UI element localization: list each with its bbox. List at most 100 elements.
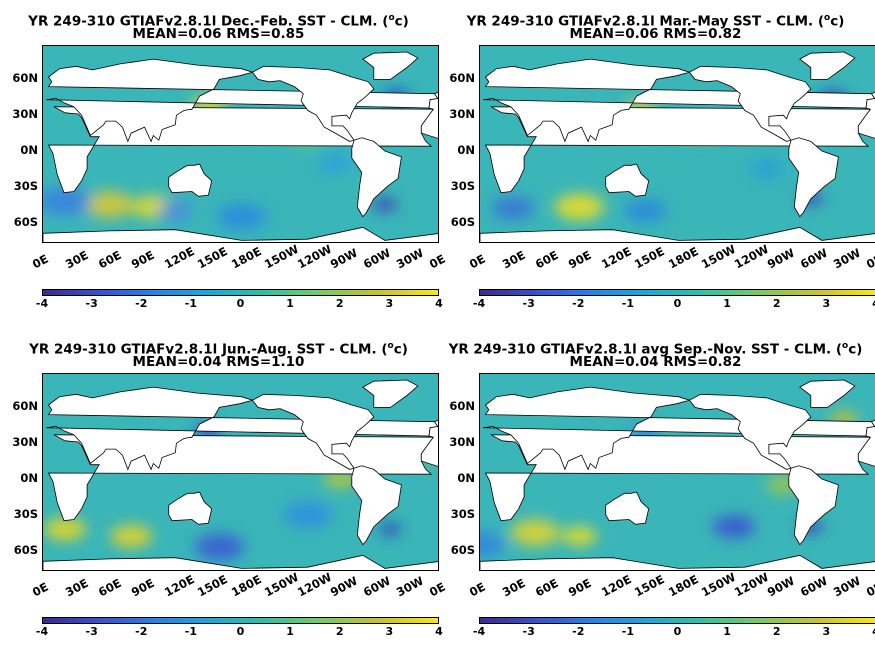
anomaly-patch [282,501,333,529]
title-suffix: c) [830,13,845,30]
lat-label: 0N [457,470,475,485]
lon-label: 90E [566,247,594,272]
land-eurasia [46,58,438,143]
panel-stats: MEAN=0.04 RMS=0.82 [569,354,742,370]
colorbar-tick-label: -3 [85,297,98,310]
colorbar-tick-label: -3 [522,625,535,638]
lat-label: 30S [13,506,38,521]
lon-label: 180E [665,244,701,272]
title-text: YR 249-310 GTIAFv2.8.1l Mar.-May SST - C… [466,13,825,30]
colorbar [479,289,875,296]
lon-label: 150W [698,241,738,272]
lon-label: 120W [294,241,334,272]
land-samerica [351,465,402,546]
sst-anomaly-map [42,373,439,571]
anomaly-patch [491,196,535,220]
lon-label: 0E [30,579,51,600]
map-panel-son: YR 249-310 GTIAFv2.8.1l avg Sep.-Nov. SS… [437,328,875,656]
anomaly-patch [317,153,353,173]
lon-label: 120E [162,572,198,600]
land-west-africa-europe [420,91,438,139]
lat-label: 60S [450,214,475,229]
lon-label: 60W [797,245,830,272]
anomaly-patch [379,523,401,535]
colorbar-tick-label: 2 [772,297,781,310]
lat-label: 60S [13,542,38,557]
lon-label: 150E [195,572,231,600]
land-west-africa-europe [857,419,875,467]
lon-label: 120E [162,244,198,272]
lon-label: 60E [96,247,124,272]
anomaly-patch [510,519,560,546]
title-suffix: c) [394,13,409,30]
lon-label: 90E [129,247,157,272]
lon-label: 30E [63,575,91,600]
land-australia [168,163,213,197]
land-greenland [362,379,419,408]
colorbar-tick-label: -2 [135,625,148,638]
lat-label: 0N [20,142,38,157]
lat-label: 30S [13,178,38,193]
lon-label: 150E [632,244,668,272]
lon-label: 120E [599,244,635,272]
colorbar-tick-label: 2 [772,625,781,638]
panel-title: YR 249-310 GTIAFv2.8.1l Dec.-Feb. SST - … [0,10,437,30]
map-panel-mam: YR 249-310 GTIAFv2.8.1l Mar.-May SST - C… [437,0,875,328]
colorbar-tick-label: 0 [236,625,245,638]
title-text: YR 249-310 GTIAFv2.8.1l Jun.-Aug. SST - … [29,341,388,358]
colorbar [42,617,439,624]
title-suffix: c) [848,341,863,358]
lat-label: 30N [12,107,38,122]
lon-label: 90E [566,575,594,600]
lon-label: 60E [533,575,561,600]
colorbar-tick-label: 3 [822,297,831,310]
lat-label: 60S [13,214,38,229]
land-samerica [788,465,839,546]
unit-sup: o [842,341,849,351]
colorbar-tick-label: -4 [472,297,486,310]
panel-title: YR 249-310 GTIAFv2.8.1l Jun.-Aug. SST - … [0,338,437,358]
map-canvas [480,46,875,242]
colorbar [479,617,875,624]
land-namerica [251,393,375,470]
colorbar-tick-label: -4 [472,625,486,638]
land-samerica [788,137,839,218]
land-greenland [362,51,419,80]
lat-label: 60N [12,399,38,414]
anomaly-patch [712,515,755,539]
lon-label: 30E [500,575,528,600]
lon-label: 150W [261,241,301,272]
colorbar-tick-label: -2 [572,297,585,310]
anomaly-patch [554,193,604,221]
lat-label: 60S [450,542,475,557]
colorbar-tick-label: 4 [435,625,443,638]
land-samerica [351,137,402,218]
land-australia [168,491,213,525]
colorbar [42,289,439,296]
lon-label: 90W [764,245,797,272]
sst-anomaly-map [42,45,439,243]
lon-label: 30E [63,247,91,272]
sst-anomaly-map [479,45,875,243]
land-antarctica [480,226,875,242]
colorbar-tick-label: 0 [673,297,682,310]
lon-label: 30W [830,573,863,600]
lon-label: 120W [731,569,771,600]
land-greenland [799,51,856,80]
lon-label: 0E [467,579,488,600]
panel-title: YR 249-310 GTIAFv2.8.1l Mar.-May SST - C… [437,10,874,30]
lon-label: 0E [30,251,51,272]
colorbar-tick-label: -3 [85,625,98,638]
lon-label: 150W [261,569,301,600]
lon-label: 60W [360,573,393,600]
lat-label: 30S [450,178,475,193]
colorbar-tick-label: -4 [35,625,49,638]
lon-label: 0E [864,251,875,272]
panel-stats: MEAN=0.06 RMS=0.82 [569,26,742,42]
colorbar-tick-label: 2 [335,297,344,310]
land-namerica [688,393,812,470]
colorbar-tick-label: -1 [621,625,634,638]
anomaly-patch [157,201,193,221]
land-eurasia [483,58,875,143]
lat-label: 30S [450,506,475,521]
